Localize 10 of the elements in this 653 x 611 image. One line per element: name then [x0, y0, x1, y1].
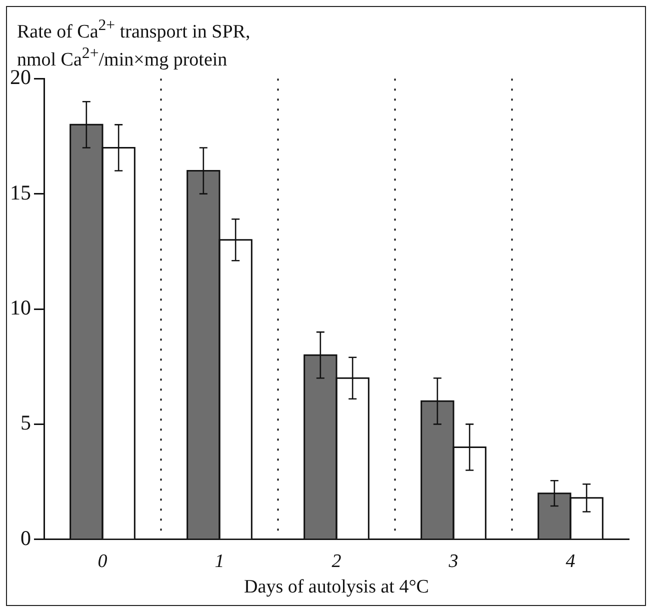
x-axis-title: Days of autolysis at 4°C [244, 576, 429, 598]
x-tick-label: 3 [448, 550, 458, 572]
x-tick-label: 4 [566, 550, 576, 572]
y-tick-label: 10 [10, 296, 31, 320]
x-tick-label: 0 [98, 550, 108, 572]
y-tick-label: 0 [20, 526, 31, 550]
x-tick-label: 2 [332, 550, 342, 572]
y-tick-label: 15 [10, 180, 31, 204]
x-tick-label: 1 [214, 550, 224, 572]
y-tick-label: 5 [20, 410, 31, 435]
